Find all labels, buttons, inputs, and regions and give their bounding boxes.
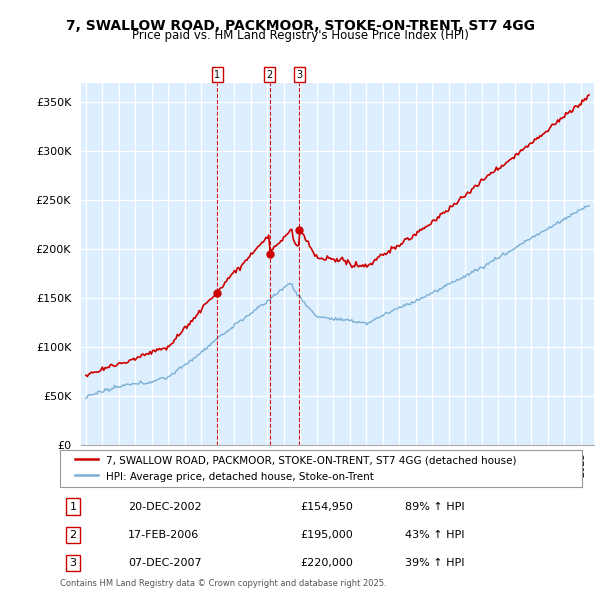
Text: 3: 3 [296,70,302,80]
Text: 89% ↑ HPI: 89% ↑ HPI [404,502,464,512]
Text: Contains HM Land Registry data © Crown copyright and database right 2025.
This d: Contains HM Land Registry data © Crown c… [60,579,386,590]
Text: 3: 3 [70,558,77,568]
Text: 2: 2 [266,70,272,80]
Text: 39% ↑ HPI: 39% ↑ HPI [404,558,464,568]
Text: £220,000: £220,000 [300,558,353,568]
Text: £195,000: £195,000 [300,530,353,540]
Text: 20-DEC-2002: 20-DEC-2002 [128,502,202,512]
Text: 7, SWALLOW ROAD, PACKMOOR, STOKE-ON-TRENT, ST7 4GG: 7, SWALLOW ROAD, PACKMOOR, STOKE-ON-TREN… [65,19,535,33]
Text: 1: 1 [70,502,77,512]
Text: 07-DEC-2007: 07-DEC-2007 [128,558,202,568]
Text: 1: 1 [214,70,220,80]
Text: 2: 2 [70,530,77,540]
Text: 17-FEB-2006: 17-FEB-2006 [128,530,199,540]
Legend: 7, SWALLOW ROAD, PACKMOOR, STOKE-ON-TRENT, ST7 4GG (detached house), HPI: Averag: 7, SWALLOW ROAD, PACKMOOR, STOKE-ON-TREN… [70,451,521,486]
Text: Price paid vs. HM Land Registry's House Price Index (HPI): Price paid vs. HM Land Registry's House … [131,30,469,42]
Text: 43% ↑ HPI: 43% ↑ HPI [404,530,464,540]
Text: £154,950: £154,950 [300,502,353,512]
